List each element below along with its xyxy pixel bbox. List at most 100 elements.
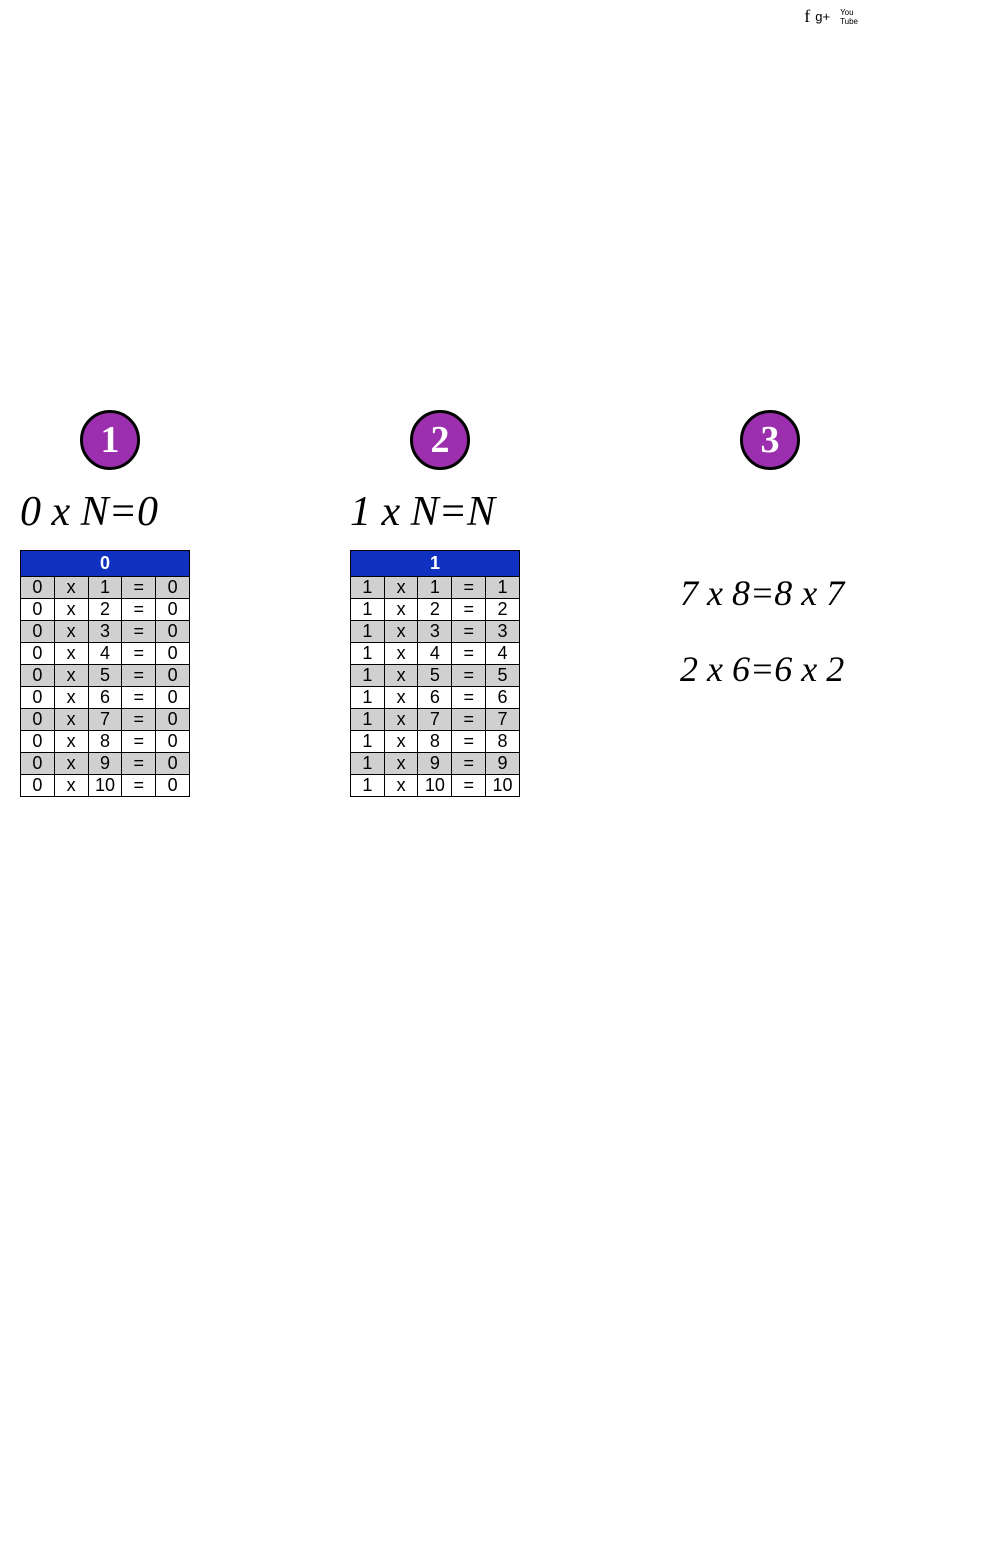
table-row: 1x6=6 <box>351 687 520 709</box>
table-cell: 3 <box>88 621 122 643</box>
table-cell: = <box>122 665 156 687</box>
table-cell: 10 <box>486 775 520 797</box>
table-cell: 1 <box>351 709 385 731</box>
table-row: 0x1=0 <box>21 577 190 599</box>
table-cell: 4 <box>486 643 520 665</box>
table-cell: 3 <box>418 621 452 643</box>
table-cell: 5 <box>418 665 452 687</box>
table-row: 0x9=0 <box>21 753 190 775</box>
table-cell: 2 <box>88 599 122 621</box>
table-cell: 0 <box>21 599 55 621</box>
table-cell: = <box>122 709 156 731</box>
table-cell: 0 <box>21 753 55 775</box>
table-cell: = <box>452 577 486 599</box>
table-cell: 1 <box>351 775 385 797</box>
column-2: 2 1 x N=N 1 1x1=11x2=21x3=31x4=41x5=51x6… <box>350 410 640 797</box>
table-cell: x <box>54 621 88 643</box>
table-cell: x <box>54 709 88 731</box>
table-cell: 0 <box>21 577 55 599</box>
column-1: 1 0 x N=0 0 0x1=00x2=00x3=00x4=00x5=00x6… <box>20 410 310 797</box>
table-cell: 10 <box>88 775 122 797</box>
table-row: 1x3=3 <box>351 621 520 643</box>
table-row: 1x1=1 <box>351 577 520 599</box>
table-cell: 9 <box>88 753 122 775</box>
table-cell: 10 <box>418 775 452 797</box>
table-cell: x <box>384 709 418 731</box>
table-cell: = <box>122 643 156 665</box>
table-cell: 0 <box>21 643 55 665</box>
table-row: 0x3=0 <box>21 621 190 643</box>
table-cell: 0 <box>156 665 190 687</box>
badge-2: 2 <box>410 410 470 470</box>
table-cell: = <box>122 577 156 599</box>
table-cell: 0 <box>156 599 190 621</box>
table-cell: 9 <box>418 753 452 775</box>
main-content: 1 0 x N=0 0 0x1=00x2=00x3=00x4=00x5=00x6… <box>20 410 963 797</box>
table-cell: 0 <box>21 709 55 731</box>
table-cell: x <box>384 643 418 665</box>
table-cell: = <box>452 621 486 643</box>
facebook-label: f <box>804 6 810 27</box>
table-cell: 0 <box>21 775 55 797</box>
table-cell: 8 <box>88 731 122 753</box>
table-row: 1x4=4 <box>351 643 520 665</box>
table-cell: = <box>452 753 486 775</box>
table-cell: 0 <box>156 731 190 753</box>
youtube-icon[interactable]: You Tube <box>840 6 858 27</box>
table-cell: = <box>122 599 156 621</box>
table-row: 0x5=0 <box>21 665 190 687</box>
table-cell: x <box>384 731 418 753</box>
commutative-line-1: 7 x 8=8 x 7 <box>680 572 983 614</box>
table-cell: 4 <box>418 643 452 665</box>
table-cell: 1 <box>351 577 385 599</box>
table-cell: = <box>452 709 486 731</box>
table-cell: x <box>54 665 88 687</box>
table-row: 1x10=10 <box>351 775 520 797</box>
google-plus-icon[interactable]: g+ <box>815 6 830 27</box>
table-cell: = <box>122 687 156 709</box>
table-cell: x <box>54 599 88 621</box>
table-cell: 6 <box>418 687 452 709</box>
table-cell: 1 <box>88 577 122 599</box>
table-cell: x <box>54 687 88 709</box>
table-cell: = <box>122 731 156 753</box>
table-cell: 0 <box>21 665 55 687</box>
table-0-header: 0 <box>21 551 190 577</box>
table-cell: 1 <box>351 731 385 753</box>
table-1-header: 1 <box>351 551 520 577</box>
table-cell: 7 <box>418 709 452 731</box>
table-cell: 0 <box>21 687 55 709</box>
table-row: 0x10=0 <box>21 775 190 797</box>
table-row: 0x8=0 <box>21 731 190 753</box>
table-cell: x <box>384 577 418 599</box>
commutative-line-2: 2 x 6=6 x 2 <box>680 648 983 690</box>
table-cell: x <box>54 643 88 665</box>
table-cell: 8 <box>418 731 452 753</box>
table-cell: = <box>122 621 156 643</box>
table-cell: = <box>452 665 486 687</box>
table-cell: 7 <box>486 709 520 731</box>
table-cell: 1 <box>351 687 385 709</box>
table-0: 0 0x1=00x2=00x3=00x4=00x5=00x6=00x7=00x8… <box>20 550 190 797</box>
table-cell: x <box>54 731 88 753</box>
table-cell: 0 <box>156 775 190 797</box>
table-cell: x <box>384 775 418 797</box>
table-row: 1x5=5 <box>351 665 520 687</box>
table-cell: 2 <box>418 599 452 621</box>
facebook-icon[interactable]: f <box>804 6 810 27</box>
table-cell: = <box>452 599 486 621</box>
table-cell: x <box>384 753 418 775</box>
table-cell: 0 <box>156 687 190 709</box>
table-row: 1x8=8 <box>351 731 520 753</box>
table-cell: = <box>452 643 486 665</box>
table-row: 0x4=0 <box>21 643 190 665</box>
table-1: 1 1x1=11x2=21x3=31x4=41x5=51x6=61x7=71x8… <box>350 550 520 797</box>
table-cell: 0 <box>156 753 190 775</box>
table-row: 0x2=0 <box>21 599 190 621</box>
table-cell: 0 <box>21 731 55 753</box>
table-cell: 6 <box>88 687 122 709</box>
table-row: 1x7=7 <box>351 709 520 731</box>
youtube-label: You Tube <box>840 8 858 26</box>
table-cell: 7 <box>88 709 122 731</box>
badge-3: 3 <box>740 410 800 470</box>
